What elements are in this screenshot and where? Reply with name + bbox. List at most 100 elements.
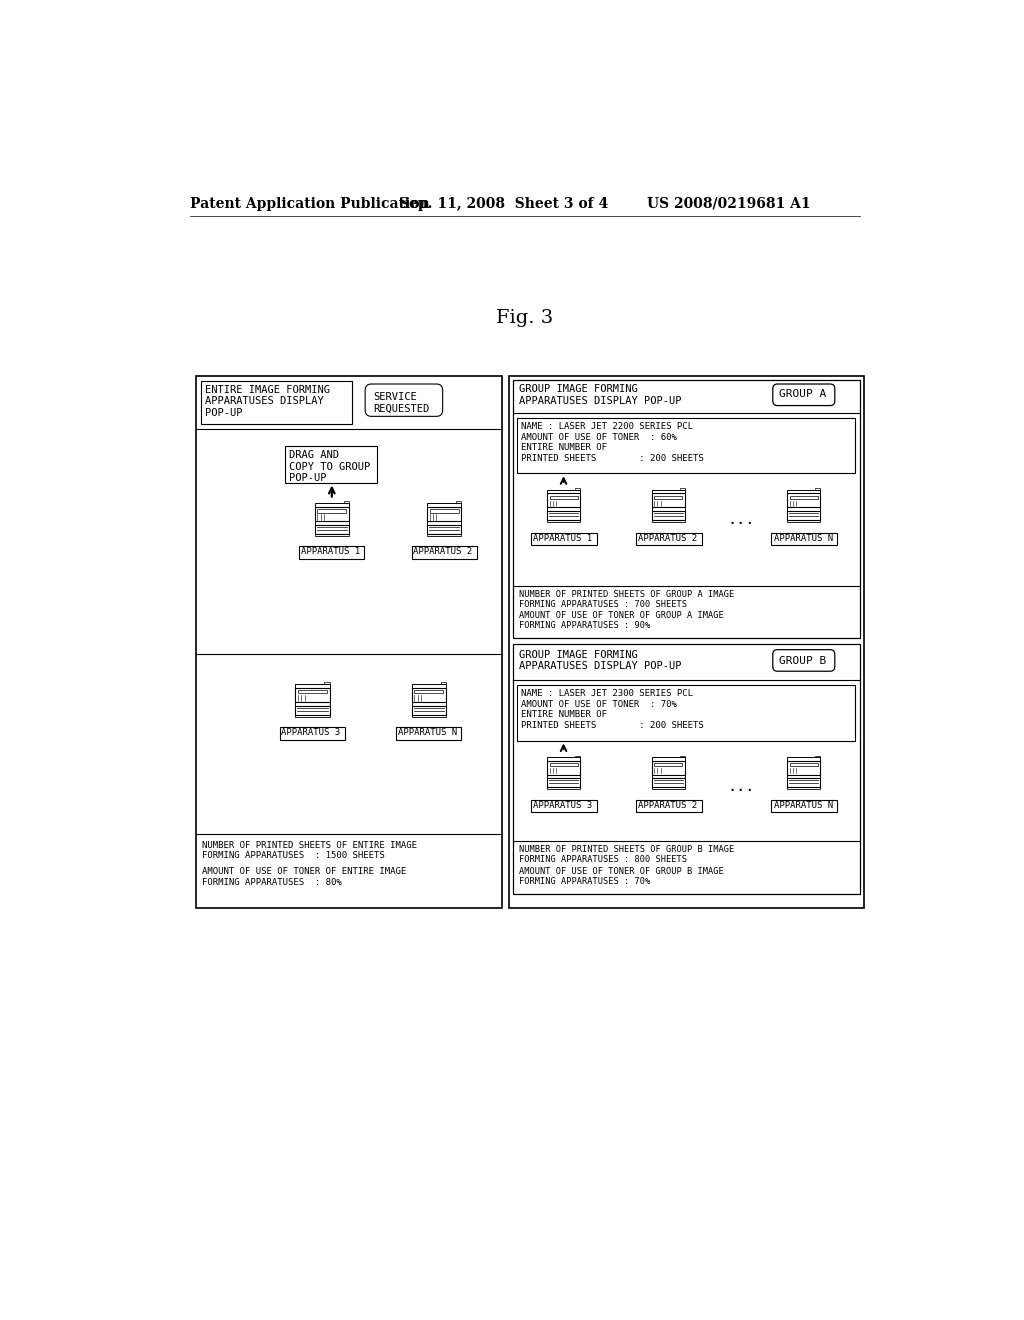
Text: ENTIRE NUMBER OF: ENTIRE NUMBER OF — [521, 444, 607, 453]
Text: APPARATUS 2: APPARATUS 2 — [414, 548, 472, 556]
Bar — [440, 682, 445, 684]
Bar — [412, 702, 445, 706]
Text: Patent Application Publication: Patent Application Publication — [190, 197, 430, 211]
Bar — [295, 684, 330, 688]
Bar — [427, 525, 462, 535]
Text: APPARATUS N: APPARATUS N — [773, 535, 833, 543]
Bar — [547, 779, 580, 787]
Bar — [547, 507, 580, 511]
Bar — [286, 446, 377, 483]
Bar — [651, 779, 685, 787]
Text: ...: ... — [728, 512, 756, 527]
Bar — [314, 535, 349, 536]
Text: ENTIRE NUMBER OF: ENTIRE NUMBER OF — [521, 710, 607, 719]
Bar — [280, 727, 345, 739]
Text: FORMING APPARATUSES : 700 SHEETS: FORMING APPARATUSES : 700 SHEETS — [518, 599, 687, 609]
Bar — [787, 760, 820, 775]
Bar — [299, 546, 365, 558]
Text: APPARATUS 1: APPARATUS 1 — [534, 535, 593, 543]
Bar — [651, 760, 685, 775]
Text: APPARATUS 3: APPARATUS 3 — [534, 801, 593, 810]
Bar — [317, 510, 346, 512]
Bar — [412, 715, 445, 717]
Bar — [636, 800, 701, 812]
Bar — [547, 758, 580, 760]
Bar — [787, 758, 820, 760]
Text: FORMING APPARATUSES  : 80%: FORMING APPARATUSES : 80% — [203, 878, 342, 887]
Bar — [314, 525, 349, 535]
Bar — [787, 490, 820, 494]
Text: NAME : LASER JET 2200 SERIES PCL: NAME : LASER JET 2200 SERIES PCL — [521, 422, 693, 430]
Text: Fig. 3: Fig. 3 — [497, 309, 553, 326]
Bar — [547, 775, 580, 779]
Bar — [654, 763, 682, 767]
Bar — [412, 546, 477, 558]
Bar — [654, 496, 682, 499]
Bar — [295, 702, 330, 706]
Bar — [295, 688, 330, 702]
Text: APPARATUS N: APPARATUS N — [773, 801, 833, 810]
Bar — [680, 755, 685, 758]
Bar — [790, 763, 818, 767]
Bar — [790, 496, 818, 499]
Text: SERVICE
REQUESTED: SERVICE REQUESTED — [373, 392, 429, 413]
Text: GROUP IMAGE FORMING
APPARATUSES DISPLAY POP-UP: GROUP IMAGE FORMING APPARATUSES DISPLAY … — [518, 384, 681, 405]
Bar — [550, 763, 578, 767]
Text: APPARATUS 1: APPARATUS 1 — [301, 548, 360, 556]
Bar — [651, 787, 685, 789]
Bar — [427, 507, 462, 521]
Bar — [651, 490, 685, 494]
Bar — [651, 507, 685, 511]
Text: NUMBER OF PRINTED SHEETS OF ENTIRE IMAGE: NUMBER OF PRINTED SHEETS OF ENTIRE IMAGE — [203, 841, 418, 850]
Bar — [517, 418, 855, 474]
Bar — [771, 800, 838, 812]
Bar — [314, 507, 349, 521]
Bar — [547, 494, 580, 507]
Bar — [787, 511, 820, 520]
Bar — [815, 488, 820, 490]
Bar — [547, 787, 580, 789]
Bar — [427, 503, 462, 507]
Bar — [531, 800, 597, 812]
Bar — [547, 520, 580, 521]
Bar — [547, 490, 580, 494]
Bar — [517, 685, 855, 741]
Text: APPARATUS N: APPARATUS N — [397, 729, 457, 737]
Text: Sep. 11, 2008  Sheet 3 of 4: Sep. 11, 2008 Sheet 3 of 4 — [399, 197, 608, 211]
Bar — [344, 502, 349, 503]
Bar — [427, 535, 462, 536]
Text: US 2008/0219681 A1: US 2008/0219681 A1 — [647, 197, 811, 211]
Bar — [787, 494, 820, 507]
Text: AMOUNT OF USE OF TONER  : 70%: AMOUNT OF USE OF TONER : 70% — [521, 700, 677, 709]
Bar — [509, 376, 864, 908]
Text: AMOUNT OF USE OF TONER OF GROUP B IMAGE: AMOUNT OF USE OF TONER OF GROUP B IMAGE — [518, 867, 723, 875]
Bar — [295, 706, 330, 715]
Bar — [787, 787, 820, 789]
Text: GROUP A: GROUP A — [779, 389, 826, 400]
Text: PRINTED SHEETS        : 200 SHEETS: PRINTED SHEETS : 200 SHEETS — [521, 721, 703, 730]
Text: APPARATUS 2: APPARATUS 2 — [638, 801, 697, 810]
Text: FORMING APPARATUSES : 70%: FORMING APPARATUSES : 70% — [518, 876, 650, 886]
Text: FORMING APPARATUSES : 800 SHEETS: FORMING APPARATUSES : 800 SHEETS — [518, 855, 687, 865]
Bar — [427, 521, 462, 525]
Bar — [547, 760, 580, 775]
Bar — [680, 488, 685, 490]
Bar — [651, 494, 685, 507]
Bar — [412, 684, 445, 688]
Text: AMOUNT OF USE OF TONER OF GROUP A IMAGE: AMOUNT OF USE OF TONER OF GROUP A IMAGE — [518, 611, 723, 620]
Text: FORMING APPARATUSES  : 1500 SHEETS: FORMING APPARATUSES : 1500 SHEETS — [203, 851, 385, 861]
Bar — [787, 779, 820, 787]
Bar — [771, 533, 838, 545]
Bar — [412, 706, 445, 715]
Bar — [575, 488, 580, 490]
Text: DRAG AND
COPY TO GROUP
POP-UP: DRAG AND COPY TO GROUP POP-UP — [289, 450, 371, 483]
Bar — [575, 755, 580, 758]
Bar — [651, 511, 685, 520]
Bar — [513, 380, 860, 638]
Bar — [787, 507, 820, 511]
Text: FORMING APPARATUSES : 90%: FORMING APPARATUSES : 90% — [518, 622, 650, 630]
Bar — [651, 775, 685, 779]
Text: PRINTED SHEETS        : 200 SHEETS: PRINTED SHEETS : 200 SHEETS — [521, 454, 703, 463]
Bar — [412, 688, 445, 702]
Bar — [414, 690, 443, 693]
